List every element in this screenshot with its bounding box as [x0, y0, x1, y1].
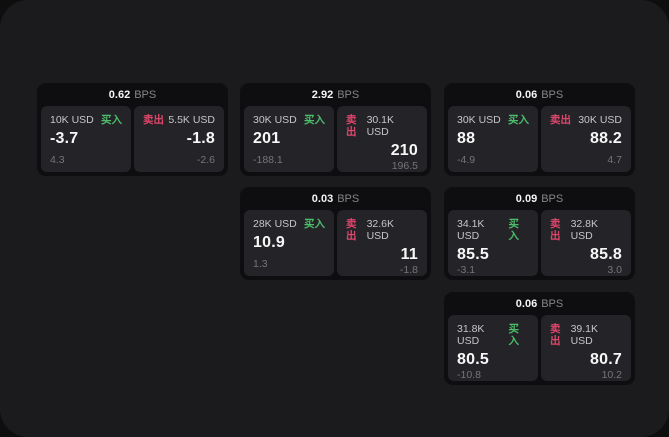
sell-delta: 196.5	[391, 160, 418, 172]
sell-delta: -2.6	[196, 154, 215, 166]
sell-size: 32.8K USD	[570, 218, 599, 242]
buy-label: 买入	[101, 114, 122, 126]
sell-size: 32.6K USD	[366, 218, 395, 242]
buy-pane[interactable]: 34.1K USD 买入 85.5 -3.1	[448, 210, 538, 276]
buy-price: 201	[253, 130, 281, 147]
sell-size: 39.1K USD	[570, 323, 599, 347]
bps-value: 2.92	[311, 88, 334, 101]
quote-card-4: 0.03 BPS 28K USD 买入 10.9 1.3 卖出 32.6K US…	[240, 187, 431, 280]
buy-pane[interactable]: 31.8K USD 买入 80.5 -10.8	[448, 315, 538, 381]
bps-unit-label: BPS	[337, 88, 360, 101]
buy-size: 10K USD	[50, 114, 94, 126]
buy-delta: -4.9	[457, 154, 476, 166]
bps-header: 0.06 BPS	[448, 292, 631, 315]
bps-unit-label: BPS	[541, 192, 564, 205]
bps-header: 0.09 BPS	[448, 187, 631, 210]
bps-value: 0.06	[515, 297, 538, 310]
buy-size: 28K USD	[253, 218, 297, 230]
buy-size: 30K USD	[457, 114, 501, 126]
sell-pane[interactable]: 卖出 30.1K USD 210 196.5	[337, 106, 427, 172]
bps-unit-label: BPS	[134, 88, 157, 101]
buy-label: 买入	[304, 114, 325, 126]
buy-size: 34.1K USD	[457, 218, 485, 242]
buy-delta: 1.3	[253, 258, 268, 270]
sell-size: 30K USD	[578, 114, 622, 126]
sell-price: -1.8	[186, 130, 215, 147]
bps-header: 0.06 BPS	[448, 83, 631, 106]
buy-label: 买入	[508, 114, 529, 126]
buy-size: 31.8K USD	[457, 323, 485, 347]
bps-header: 0.62 BPS	[41, 83, 224, 106]
buy-pane[interactable]: 28K USD 买入 10.9 1.3	[244, 210, 334, 276]
bps-unit-label: BPS	[337, 192, 360, 205]
buy-price: 80.5	[457, 351, 489, 368]
sell-price: 11	[400, 246, 418, 263]
buy-delta: -3.1	[457, 264, 476, 276]
bps-value: 0.03	[311, 192, 334, 205]
sell-pane[interactable]: 卖出 32.8K USD 85.8 3.0	[541, 210, 631, 276]
bps-header: 2.92 BPS	[244, 83, 427, 106]
buy-delta: -10.8	[457, 369, 481, 381]
buy-pane[interactable]: 30K USD 买入 88 -4.9	[448, 106, 538, 172]
sell-price: 210	[390, 142, 418, 159]
buy-delta: -188.1	[253, 154, 283, 166]
sell-pane[interactable]: 卖出 5.5K USD -1.8 -2.6	[134, 106, 224, 172]
sell-delta: -1.8	[399, 264, 418, 276]
quote-card-3: 0.06 BPS 30K USD 买入 88 -4.9 卖出 30K USD 8…	[444, 83, 635, 176]
sell-label: 卖出	[550, 114, 571, 126]
buy-price: 10.9	[253, 234, 285, 251]
sell-delta: 3.0	[607, 264, 622, 276]
sell-pane[interactable]: 卖出 30K USD 88.2 4.7	[541, 106, 631, 172]
bps-value: 0.09	[515, 192, 538, 205]
sell-price: 80.7	[590, 351, 622, 368]
sell-label: 卖出	[550, 218, 561, 242]
quote-card-1: 0.62 BPS 10K USD 买入 -3.7 4.3 卖出 5.5K USD…	[37, 83, 228, 176]
buy-label: 买入	[304, 218, 325, 230]
sell-label: 卖出	[346, 218, 357, 242]
sell-delta: 4.7	[607, 154, 622, 166]
buy-price: 88	[457, 130, 476, 147]
quote-card-5: 0.09 BPS 34.1K USD 买入 85.5 -3.1 卖出 32.8K…	[444, 187, 635, 280]
buy-label: 买入	[508, 218, 519, 242]
buy-label: 买入	[508, 323, 519, 347]
sell-price: 88.2	[590, 130, 622, 147]
bps-value: 0.06	[515, 88, 538, 101]
sell-label: 卖出	[143, 114, 164, 126]
sell-label: 卖出	[550, 323, 561, 347]
buy-pane[interactable]: 10K USD 买入 -3.7 4.3	[41, 106, 131, 172]
sell-pane[interactable]: 卖出 32.6K USD 11 -1.8	[337, 210, 427, 276]
bps-value: 0.62	[108, 88, 131, 101]
buy-price: -3.7	[50, 130, 79, 147]
sell-size: 5.5K USD	[168, 114, 215, 126]
buy-delta: 4.3	[50, 154, 65, 166]
bps-unit-label: BPS	[541, 88, 564, 101]
bps-unit-label: BPS	[541, 297, 564, 310]
sell-delta: 10.2	[601, 369, 622, 381]
buy-price: 85.5	[457, 246, 489, 263]
sell-size: 30.1K USD	[366, 114, 395, 138]
quote-card-6: 0.06 BPS 31.8K USD 买入 80.5 -10.8 卖出 39.1…	[444, 292, 635, 385]
buy-size: 30K USD	[253, 114, 297, 126]
quote-card-2: 2.92 BPS 30K USD 买入 201 -188.1 卖出 30.1K …	[240, 83, 431, 176]
sell-label: 卖出	[346, 114, 357, 138]
bps-header: 0.03 BPS	[244, 187, 427, 210]
buy-pane[interactable]: 30K USD 买入 201 -188.1	[244, 106, 334, 172]
sell-pane[interactable]: 卖出 39.1K USD 80.7 10.2	[541, 315, 631, 381]
sell-price: 85.8	[590, 246, 622, 263]
